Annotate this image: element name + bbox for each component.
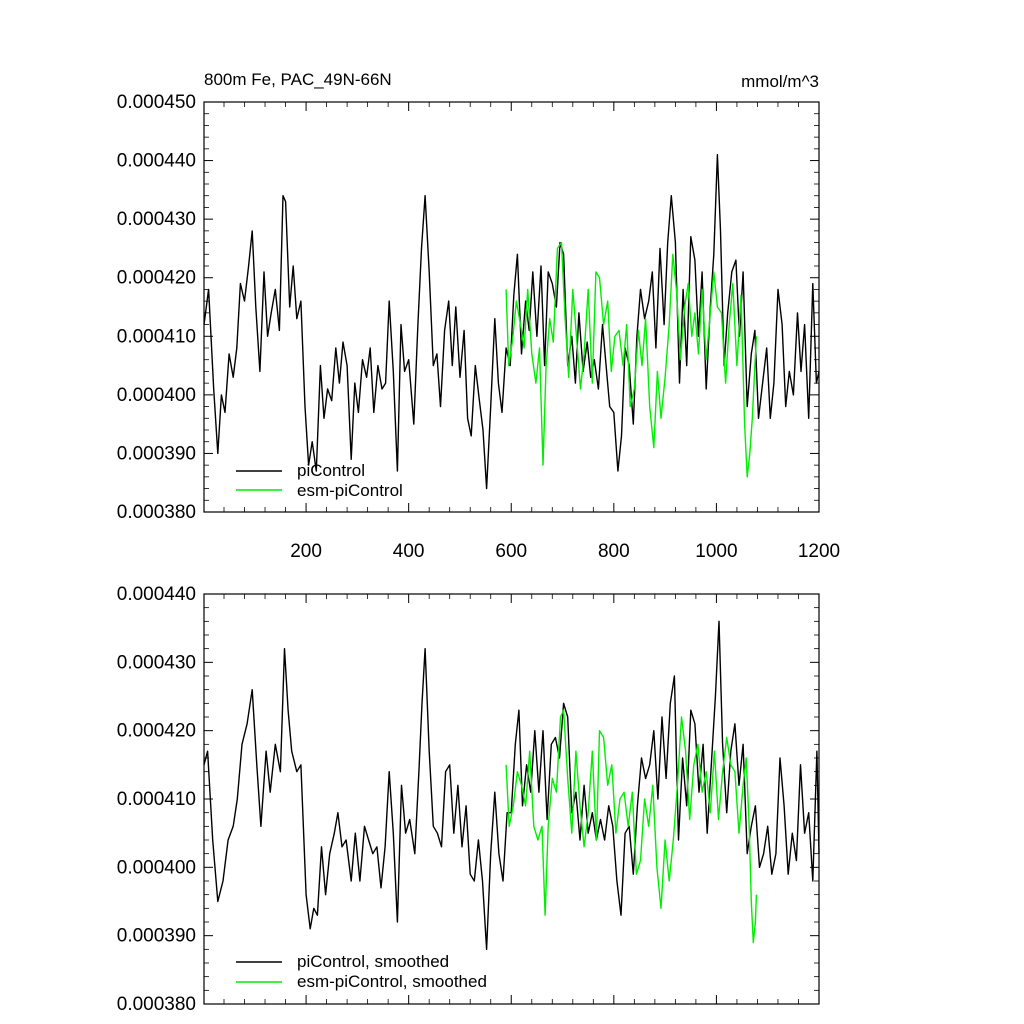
bottom-y-tick-label: 0.000380 [117,994,196,1015]
top-y-tick-label: 0.000380 [117,502,196,523]
top-series-line-picontrol [203,153,820,490]
bottom-y-tick-label: 0.000440 [117,584,196,605]
top-legend: piControl esm-piControl [236,461,403,500]
bottom-y-tick-label: 0.000390 [117,926,196,947]
bottom-axes: 0.000380 0.000390 0.000400 0.000410 0.000420… [117,584,820,1015]
bottom-series-line-picontrol-smoothed [203,620,820,950]
top-chart-title: 800m Fe, PAC_49N-66N [204,70,392,89]
legend-label-esm-picontrol: esm-piControl [297,481,403,500]
top-panel: 800m Fe, PAC_49N-66N mmol/m^3 0.0003800.… [117,70,840,562]
bottom-y-tick-label: 0.000400 [117,857,196,878]
top-y-tick-label: 0.000390 [117,443,196,464]
bottom-panel: 0.000380 0.000390 0.000400 0.000410 0.000420… [117,584,820,1015]
top-x-tick-label: 600 [495,541,527,562]
bottom-y-tick-label: 0.000410 [117,789,196,810]
top-x-tick-label: 400 [393,541,425,562]
bottom-y-tick-label: 0.000430 [117,652,196,673]
top-x-tick-label: 800 [598,541,630,562]
top-y-tick-label: 0.000440 [117,151,196,172]
top-series-line-esm-picontrol [505,241,758,478]
top-units-label: mmol/m^3 [741,72,819,91]
top-y-tick-label: 0.000450 [117,92,196,113]
legend-label-picontrol: piControl [297,461,365,480]
top-y-tick-label: 0.000420 [117,268,196,289]
bottom-series-lines [203,620,820,950]
bottom-series-line-esm-picontrol-smoothed [505,709,758,944]
bottom-y-tick-label: 0.000420 [117,721,196,742]
top-y-tick-label: 0.000400 [117,385,196,406]
top-x-tick-label: 1200 [798,541,840,562]
legend-label-picontrol-smoothed: piControl, smoothed [297,952,449,971]
top-axes: 0.000380 0.000390 0.000400 0.000410 0.000420… [117,92,840,562]
legend-label-esm-picontrol-smoothed: esm-piControl, smoothed [297,972,487,991]
top-y-tick-label: 0.000410 [117,326,196,347]
top-x-tick-label: 1000 [695,541,737,562]
top-series-lines [203,153,820,490]
top-y-tick-label: 0.000430 [117,209,196,230]
top-x-tick-label: 200 [290,541,322,562]
bottom-legend: piControl, smoothed esm-piControl, smoot… [236,952,487,991]
